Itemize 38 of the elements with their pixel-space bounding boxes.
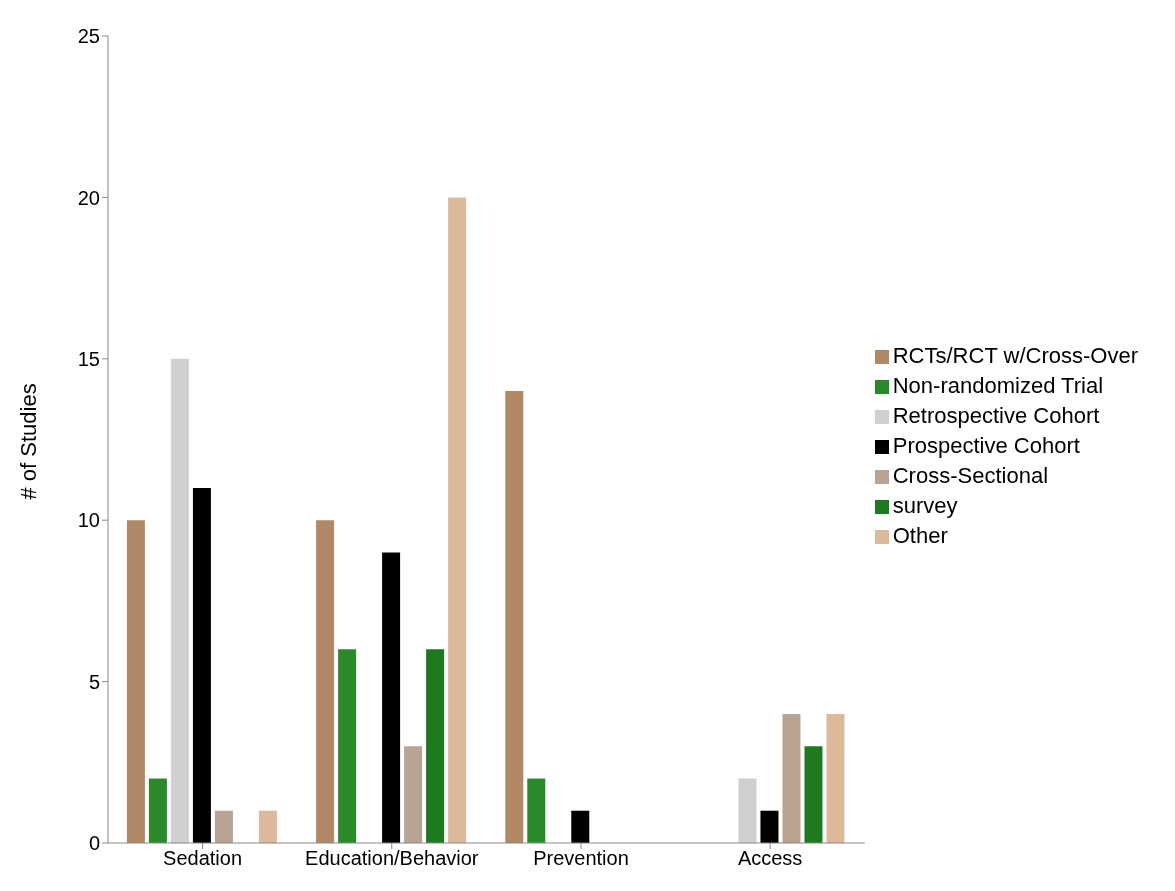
legend-label: Non-randomized Trial xyxy=(892,372,1104,398)
y-tick-label: 15 xyxy=(77,347,100,370)
bar xyxy=(382,552,401,843)
bar xyxy=(148,778,167,843)
bar xyxy=(214,810,233,843)
bar xyxy=(505,391,524,843)
legend-label: Retrospective Cohort xyxy=(892,402,1100,428)
legend-label: Prospective Cohort xyxy=(892,432,1080,458)
bar xyxy=(316,520,335,843)
bar xyxy=(170,358,189,843)
bar xyxy=(404,746,423,843)
bar xyxy=(782,713,801,843)
x-tick-label: Sedation xyxy=(163,847,243,870)
x-tick-label: Access xyxy=(737,847,803,870)
bar xyxy=(448,197,467,843)
legend-label: survey xyxy=(892,492,958,518)
bar xyxy=(527,778,546,843)
bar xyxy=(258,810,277,843)
x-tick-label: Education/Behavior xyxy=(305,847,479,870)
y-tick-label: 25 xyxy=(77,25,100,48)
y-tick-label: 20 xyxy=(77,186,100,209)
bar xyxy=(760,810,779,843)
legend-label: RCTs/RCT w/Cross-Over xyxy=(892,342,1138,368)
bar xyxy=(426,649,445,843)
y-tick-label: 0 xyxy=(88,832,100,855)
bar xyxy=(826,713,845,843)
y-tick-label: 5 xyxy=(88,670,100,693)
y-tick-label: 10 xyxy=(77,509,100,532)
bar xyxy=(738,778,757,843)
bar xyxy=(804,746,823,843)
bar xyxy=(126,520,145,843)
bar xyxy=(338,649,357,843)
x-tick-label: Prevention xyxy=(533,847,629,870)
y-axis-title: # of Studies xyxy=(15,383,41,500)
bar xyxy=(192,487,211,843)
legend-label: Other xyxy=(892,522,948,548)
bar xyxy=(571,810,590,843)
legend-label: Cross-Sectional xyxy=(892,462,1049,488)
